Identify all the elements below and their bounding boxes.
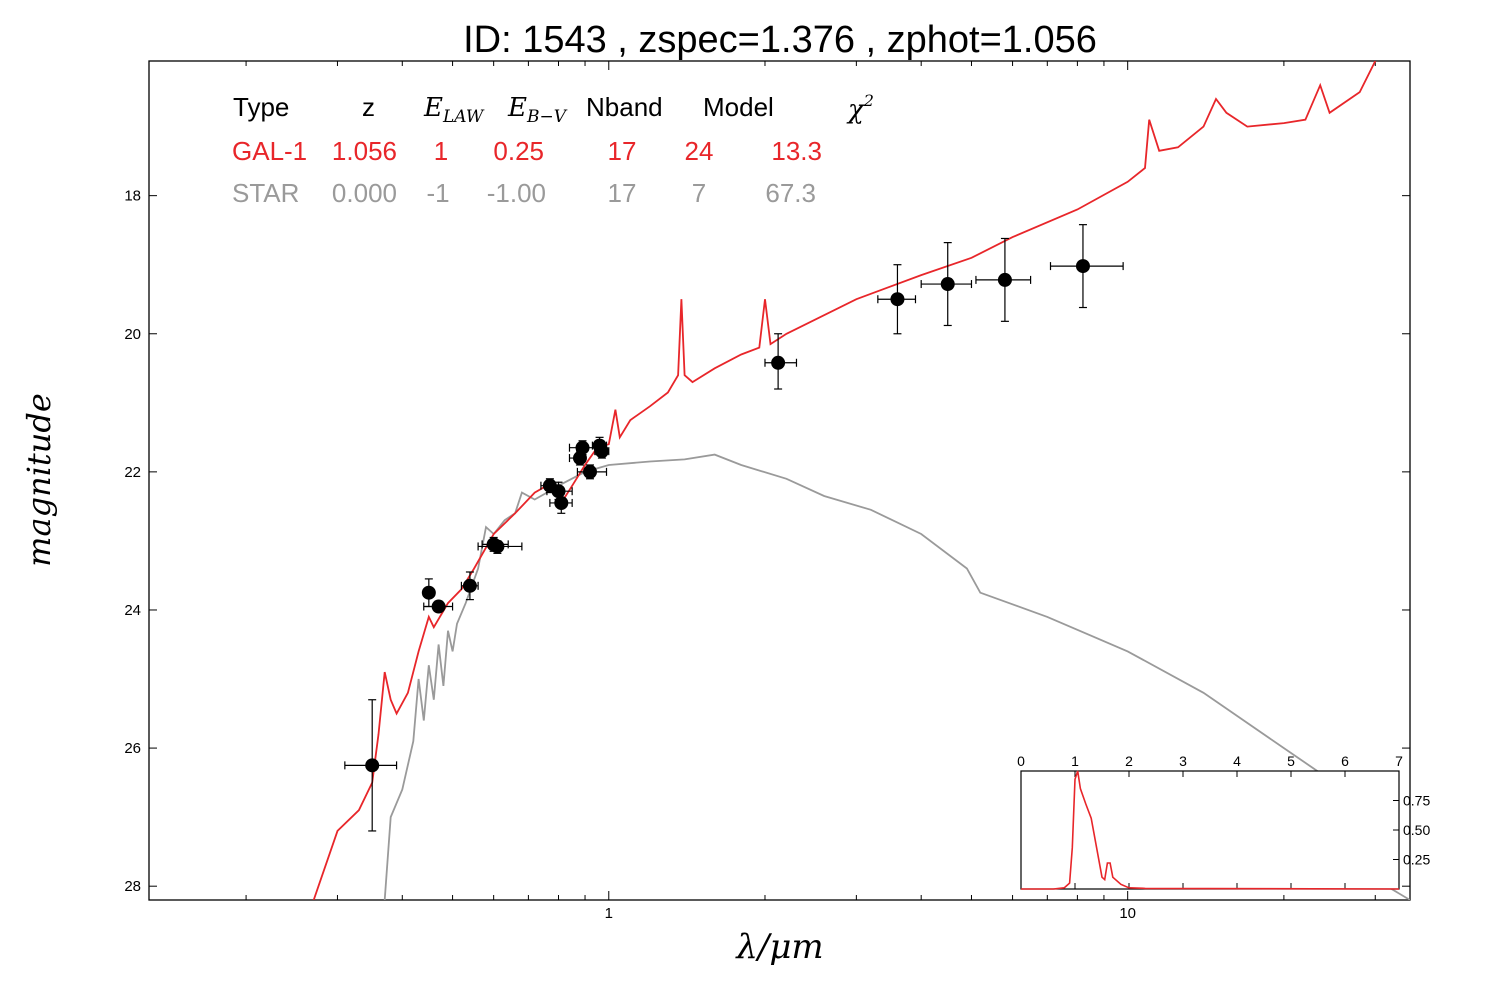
header-chi2-sup: 2 bbox=[863, 91, 874, 110]
row-galaxy-type: GAL-1 bbox=[232, 136, 307, 166]
row-star-ebv: -1.00 bbox=[487, 178, 546, 208]
inset-x-tick-label: 7 bbox=[1395, 753, 1403, 769]
data-marker bbox=[1075, 259, 1090, 274]
data-point bbox=[594, 443, 610, 459]
row-star-z: 0.000 bbox=[332, 178, 397, 208]
data-marker bbox=[594, 444, 609, 459]
data-point bbox=[423, 599, 454, 614]
data-point bbox=[764, 333, 798, 390]
header-nband: Nband bbox=[586, 92, 663, 122]
data-point bbox=[1049, 224, 1124, 309]
header-z: z bbox=[362, 92, 375, 122]
row-star-model: 7 bbox=[692, 178, 706, 208]
data-marker bbox=[365, 758, 380, 773]
x-tick-label: 10 bbox=[1119, 905, 1136, 922]
row-star-elaw: -1 bbox=[426, 178, 449, 208]
row-star: STAR 0.000 -1 -1.00 17 7 67.3 bbox=[232, 178, 816, 208]
y-axis-label: magnitude bbox=[20, 393, 58, 567]
data-point bbox=[477, 539, 523, 554]
inset-y-tick-label: 0.75 bbox=[1403, 793, 1430, 809]
inset-x-tick-label: 2 bbox=[1125, 753, 1133, 769]
data-marker bbox=[431, 599, 446, 614]
data-marker bbox=[490, 539, 505, 554]
data-point bbox=[975, 237, 1032, 322]
data-marker bbox=[421, 585, 436, 600]
header-elaw-sub: LAW bbox=[442, 107, 485, 127]
row-galaxy: GAL-1 1.056 1 0.25 17 24 13.3 bbox=[232, 136, 822, 166]
inset-x-tick-label: 4 bbox=[1233, 753, 1241, 769]
y-tick-label: 24 bbox=[124, 602, 141, 619]
data-point bbox=[549, 491, 573, 514]
data-marker bbox=[582, 464, 597, 479]
header-chi2: χ2 bbox=[846, 91, 874, 125]
data-marker bbox=[890, 292, 905, 307]
header-elaw-main: E bbox=[423, 93, 443, 123]
inset-frame bbox=[1020, 770, 1400, 890]
row-galaxy-model: 24 bbox=[685, 136, 714, 166]
plot-frame bbox=[148, 60, 1411, 901]
row-star-chi2: 67.3 bbox=[765, 178, 816, 208]
row-galaxy-ebv: 0.25 bbox=[493, 136, 544, 166]
data-point bbox=[568, 440, 596, 456]
inset-x-tick-label: 1 bbox=[1071, 753, 1079, 769]
header-type: Type bbox=[233, 92, 289, 122]
header-ebv-main: E bbox=[507, 93, 527, 123]
inset-x-tick-label: 0 bbox=[1017, 753, 1025, 769]
data-marker bbox=[462, 578, 477, 593]
row-galaxy-nband: 17 bbox=[608, 136, 637, 166]
header-chi2-main: χ bbox=[846, 95, 866, 125]
data-marker bbox=[997, 272, 1012, 287]
row-galaxy-elaw: 1 bbox=[434, 136, 448, 166]
inset-y-tick-label: 0.25 bbox=[1403, 852, 1430, 868]
data-point bbox=[877, 264, 917, 335]
data-marker bbox=[771, 355, 786, 370]
inset-y-ticks: 0.25 0.50 0.75 bbox=[1393, 793, 1430, 868]
y-tick-label: 28 bbox=[124, 878, 141, 895]
inset-x-tick-label: 5 bbox=[1287, 753, 1295, 769]
row-galaxy-chi2: 13.3 bbox=[771, 136, 822, 166]
data-point bbox=[344, 699, 398, 832]
star-model-line bbox=[383, 453, 1410, 900]
pdz-line bbox=[1021, 770, 1400, 890]
row-galaxy-z: 1.056 bbox=[332, 136, 397, 166]
data-marker bbox=[575, 440, 590, 455]
header-elaw: ELAW bbox=[423, 93, 485, 127]
data-marker bbox=[940, 277, 955, 292]
fit-table: Type z ELAW EB−V Nband Model χ2 GAL-1 1.… bbox=[232, 91, 874, 208]
y-tick-label: 26 bbox=[124, 740, 141, 757]
data-point bbox=[576, 464, 608, 480]
x-ticks: 1 10 bbox=[245, 61, 1376, 922]
y-tick-label: 18 bbox=[124, 188, 141, 205]
header-ebv: EB−V bbox=[507, 93, 568, 127]
header-ebv-sub: B−V bbox=[526, 107, 568, 127]
y-tick-label: 22 bbox=[124, 464, 141, 481]
x-tick-label: 1 bbox=[605, 905, 613, 922]
inset-y-tick-label: 0.50 bbox=[1403, 822, 1430, 838]
inset-x-tick-label: 3 bbox=[1179, 753, 1187, 769]
chart-title: ID: 1543 , zspec=1.376 , zphot=1.056 bbox=[463, 19, 1097, 61]
data-marker bbox=[551, 484, 566, 499]
row-star-nband: 17 bbox=[608, 178, 637, 208]
y-tick-label: 20 bbox=[124, 326, 141, 343]
header-model: Model bbox=[703, 92, 774, 122]
row-star-type: STAR bbox=[232, 178, 299, 208]
pdz-inset: 0 1 2 3 4 5 6 7 0.25 0.50 0.75 bbox=[1017, 753, 1430, 890]
x-axis-label: λ/μm bbox=[734, 927, 823, 967]
data-point bbox=[920, 242, 973, 327]
observed-points bbox=[344, 224, 1124, 832]
inset-x-tick-label: 6 bbox=[1341, 753, 1349, 769]
data-point bbox=[460, 571, 479, 601]
data-marker bbox=[554, 495, 569, 510]
inset-x-ticks: 0 1 2 3 4 5 6 7 bbox=[1017, 753, 1403, 889]
galaxy-model-line bbox=[312, 61, 1377, 900]
